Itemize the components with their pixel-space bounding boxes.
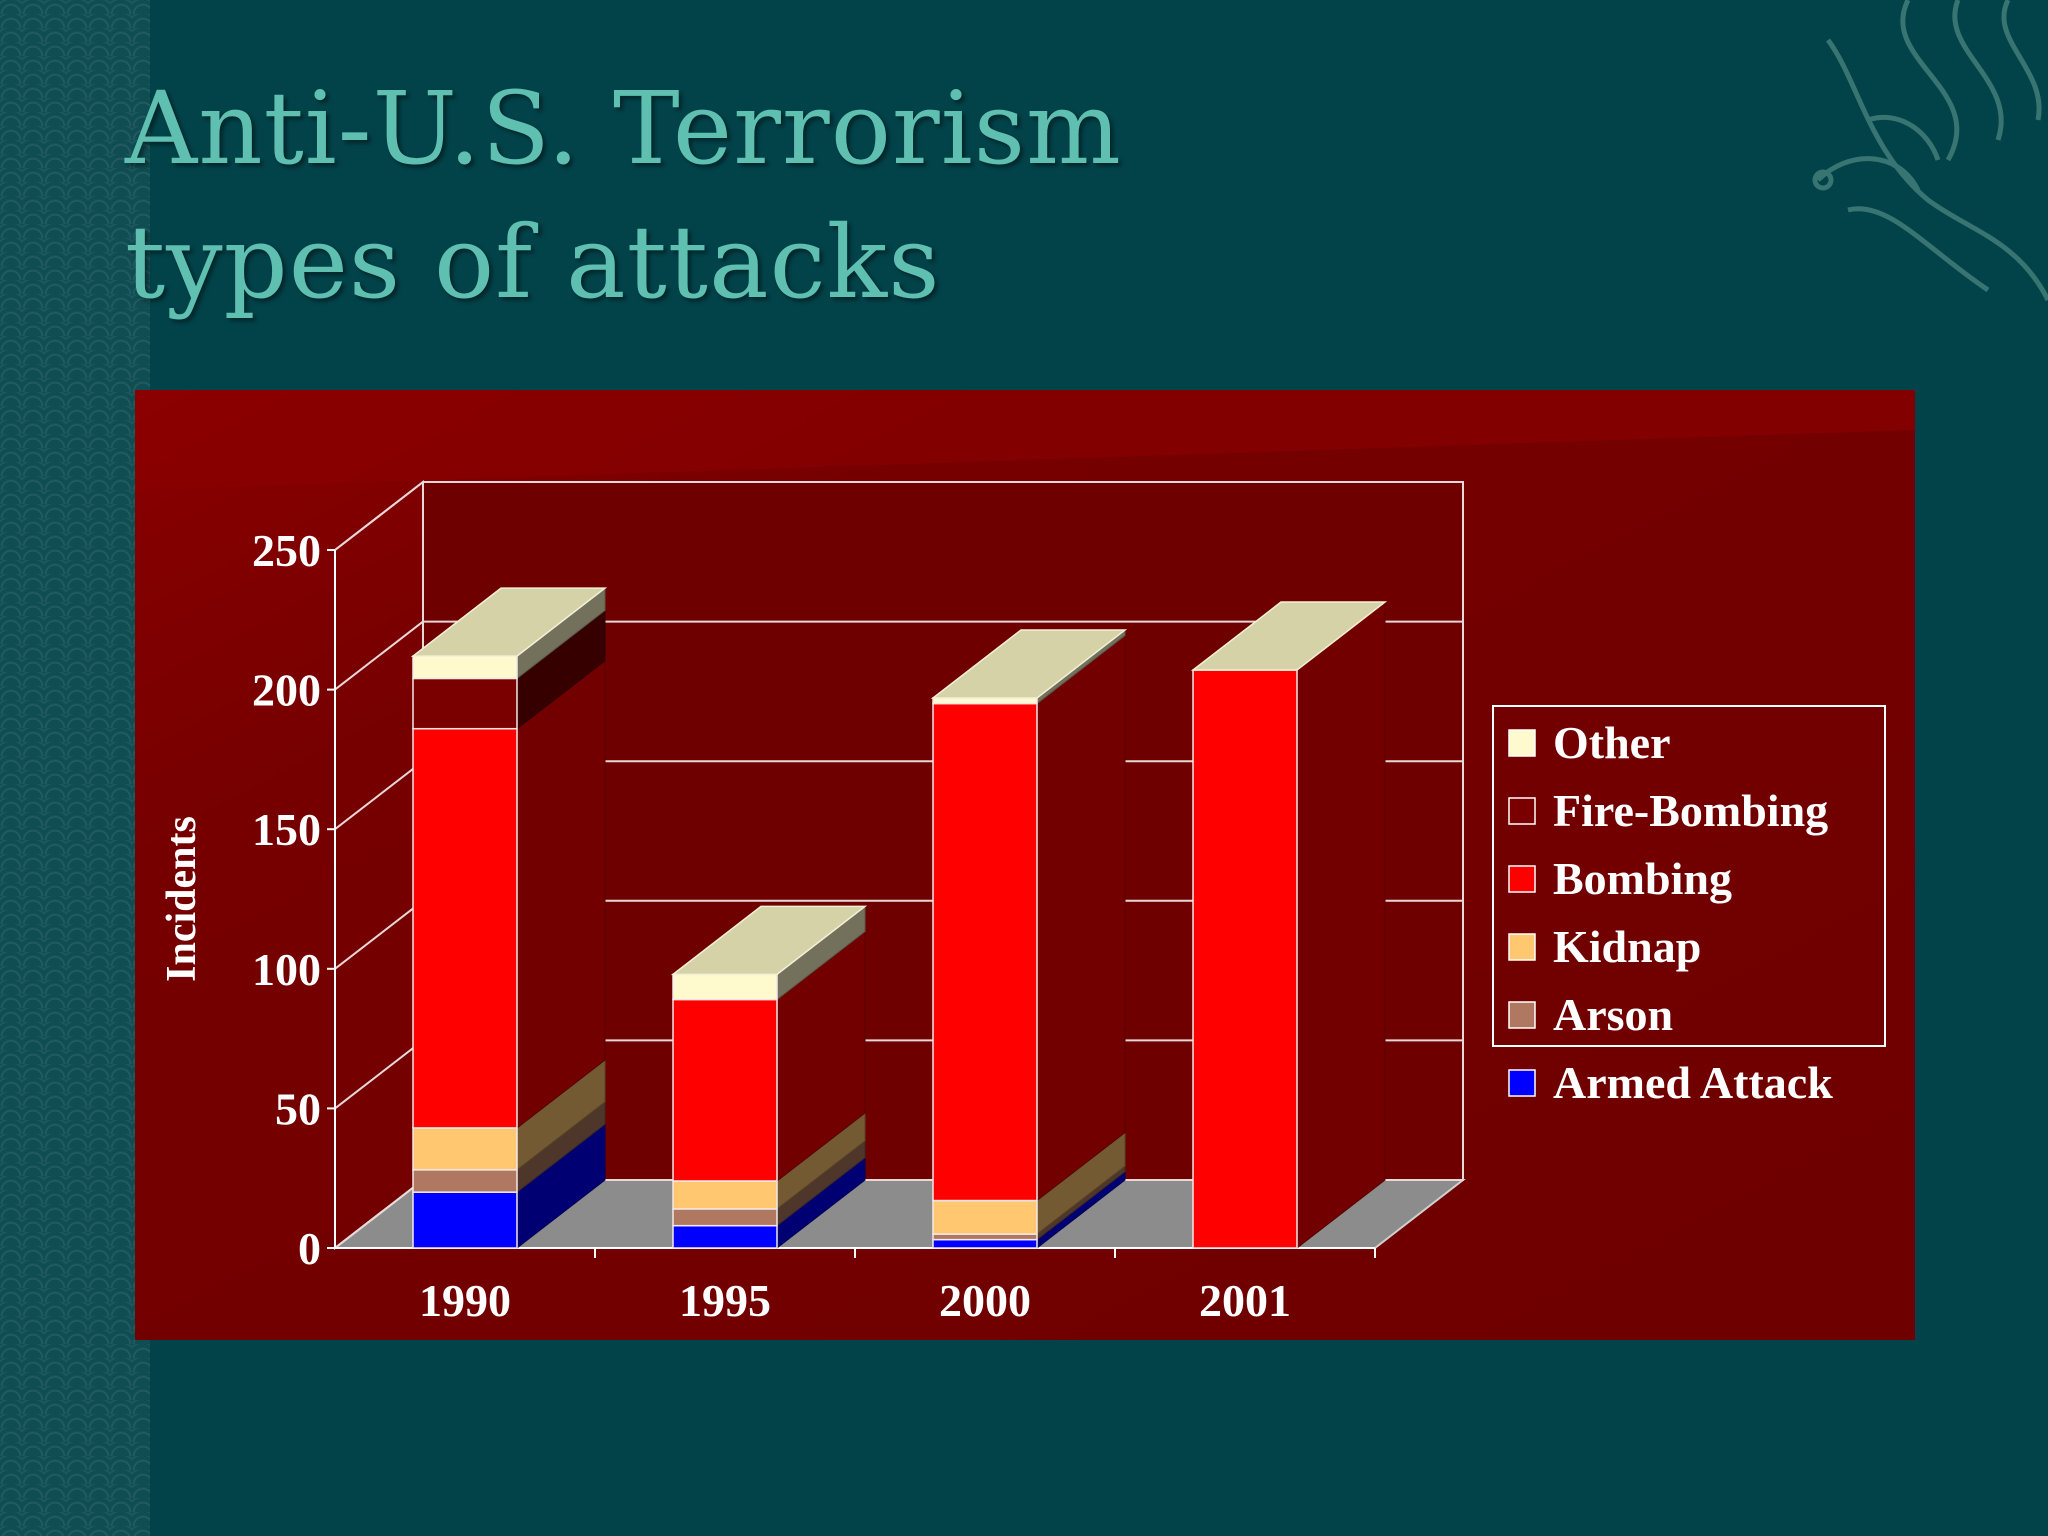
panel-highlight [135, 390, 1915, 490]
y-axis-label: Incidents [159, 816, 205, 982]
legend-label-fire-bombing: Fire-Bombing [1553, 785, 1828, 836]
bar-bombing-2001 [1192, 669, 1298, 1249]
legend-swatch-arson [1508, 1001, 1536, 1029]
bar-armed-attack-1990 [412, 1191, 518, 1249]
x-tick-label-2001: 2001 [1199, 1275, 1291, 1326]
gridline-side [334, 481, 424, 551]
legend-label-bombing: Bombing [1553, 853, 1732, 904]
bar-arson-1990 [412, 1169, 518, 1193]
gridline-side [334, 900, 424, 970]
bar-side-bombing-2001 [1296, 601, 1386, 1250]
bar-kidnap-1995 [672, 1180, 778, 1210]
y-tick-label: 100 [252, 944, 321, 995]
legend-label-arson: Arson [1553, 989, 1673, 1040]
bar-kidnap-1990 [412, 1127, 518, 1171]
bar-arson-2000 [932, 1233, 1038, 1241]
bar-top-1995 [670, 905, 868, 976]
bar-top-2000 [930, 629, 1128, 699]
legend-swatch-bombing [1508, 865, 1536, 893]
y-tick-label: 150 [252, 804, 321, 855]
peacock-ornament-icon [1812, 0, 2048, 302]
bar-side-bombing-1990 [516, 659, 606, 1129]
y-tick-label: 250 [252, 525, 321, 576]
bar-fire-bombing-1990 [412, 677, 518, 730]
bar-other-2000 [932, 697, 1038, 705]
title-line-1: Anti-U.S. Terrorism [125, 70, 1122, 187]
bar-bombing-1995 [672, 998, 778, 1182]
y-tick-label: 50 [275, 1083, 321, 1134]
bar-other-1990 [412, 655, 518, 680]
bar-bombing-1990 [412, 727, 518, 1129]
bar-other-1995 [672, 973, 778, 1001]
legend-label-armed-attack: Armed Attack [1553, 1057, 1833, 1108]
gridline-side [334, 1179, 424, 1249]
gridline-side [334, 1039, 424, 1110]
gridline-side [334, 620, 424, 691]
bar-kidnap-2000 [932, 1199, 1038, 1235]
bar-armed-attack-2000 [932, 1238, 1038, 1249]
gridline-side [334, 760, 424, 830]
x-tick-label-2000: 2000 [939, 1275, 1031, 1326]
title-line-2: types of attacks [125, 204, 941, 321]
legend-swatch-other [1508, 729, 1536, 757]
slide-title: Anti-U.S. Terrorism types of attacks [125, 62, 1122, 330]
x-tick-label-1990: 1990 [419, 1275, 511, 1326]
chart-panel: 0 50 100 150 200 250 Incidents 1990 1995 2000 2001… [135, 390, 1915, 1340]
legend-label-kidnap: Kidnap [1553, 921, 1701, 972]
side-pattern-strip [0, 0, 150, 1536]
legend-swatch-kidnap [1508, 933, 1536, 961]
legend-box [1492, 705, 1886, 1047]
bar-top-1990 [410, 587, 608, 657]
legend-swatch-armed-attack [1508, 1069, 1536, 1097]
y-tick-label: 200 [252, 665, 321, 716]
y-tick-label: 0 [298, 1223, 321, 1274]
bar-side-bombing-2000 [1036, 634, 1126, 1202]
bar-arson-1995 [672, 1208, 778, 1227]
legend-label-other: Other [1553, 717, 1671, 768]
x-tick-label-1995: 1995 [679, 1275, 771, 1326]
bar-armed-attack-1995 [672, 1224, 778, 1249]
bar-bombing-2000 [932, 702, 1038, 1202]
legend-swatch-fire-bombing [1508, 797, 1536, 825]
stacked-bar-chart: 0 50 100 150 200 250 Incidents 1990 1995 2000 2001… [135, 390, 1915, 1340]
bar-top-2001 [1190, 601, 1388, 671]
